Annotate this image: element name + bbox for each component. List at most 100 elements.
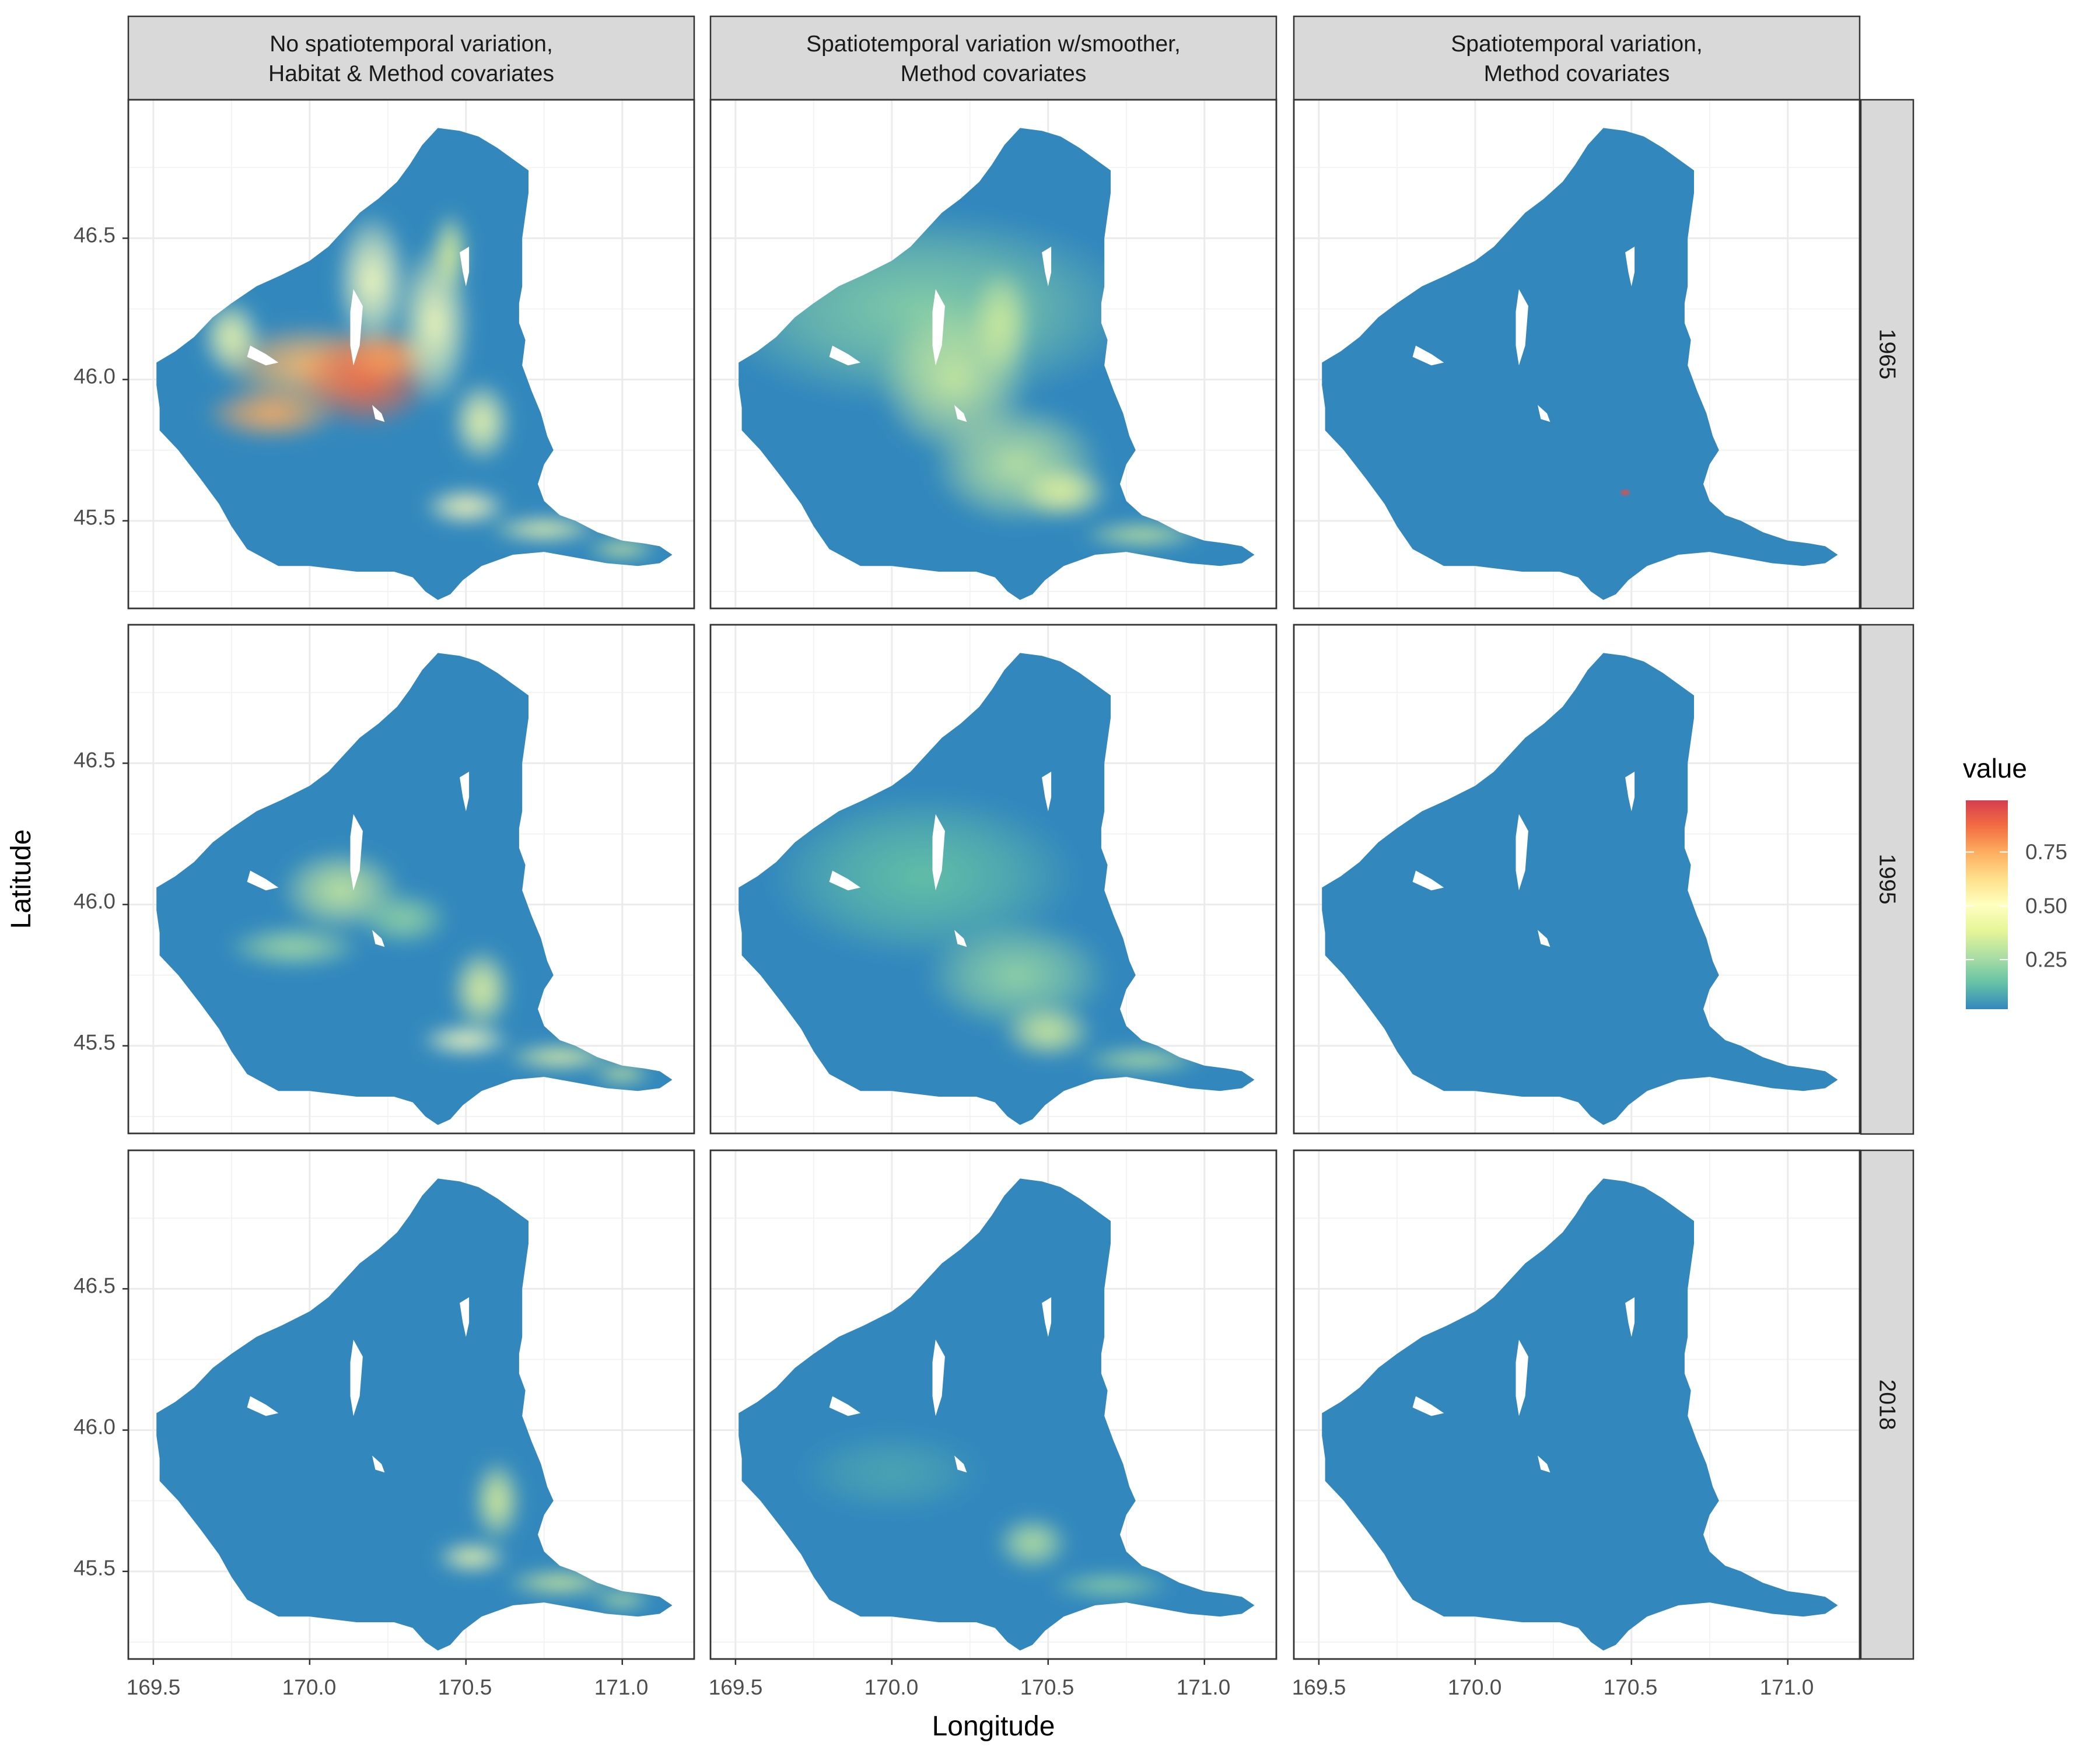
column-strip-1-line2: Habitat & Method covariates	[268, 61, 554, 86]
map-panels	[123, 99, 1861, 1665]
y-tick-label: 46.5	[74, 223, 116, 247]
column-strip-1: No spatiotemporal variation, Habitat & M…	[127, 15, 695, 101]
value-blob	[200, 298, 263, 377]
value-blob	[1017, 464, 1111, 521]
region-base	[1322, 653, 1838, 1125]
x-axis-title: Longitude	[932, 1711, 1055, 1742]
lake-gap	[954, 1455, 967, 1473]
panel-border	[709, 624, 1278, 1135]
x-tick-label: 170.5	[1604, 1675, 1658, 1699]
lake-gap	[1516, 814, 1528, 891]
panel-border	[1293, 99, 1861, 610]
x-tick-label: 169.5	[709, 1675, 763, 1699]
x-tick-label: 171.0	[594, 1675, 649, 1699]
y-axis-row-1: 45.5 46.0 46.5	[74, 223, 116, 530]
value-blob	[591, 1062, 654, 1086]
x-tick-label: 171.0	[1760, 1675, 1814, 1699]
y-tick-label: 45.5	[74, 1556, 116, 1580]
x-axis-col-3: 169.5 170.0 170.5 171.0	[1292, 1675, 1814, 1699]
value-blob	[450, 379, 513, 464]
row-strip-1-bg	[1860, 99, 1915, 610]
lake-gap	[1516, 289, 1528, 366]
value-blob	[995, 1514, 1070, 1572]
map-panel-1965-col1	[123, 99, 695, 610]
map-panel-2018-col3	[1293, 1149, 1861, 1665]
column-strip-1-bg	[127, 15, 695, 101]
lake-gap	[932, 814, 945, 891]
lake-gap	[1042, 771, 1052, 811]
legend-colorbar	[1966, 800, 2008, 1009]
panel-border	[1293, 624, 1861, 1135]
y-tick-label: 45.5	[74, 1031, 116, 1055]
lake-gap	[350, 814, 363, 891]
column-strip-2-bg	[709, 15, 1278, 101]
region-base	[156, 653, 673, 1125]
y-axis-title: Latitude	[6, 830, 37, 929]
value-blob	[450, 947, 513, 1032]
value-blob	[766, 791, 1080, 961]
map-panel-2018-col2	[709, 1149, 1278, 1665]
lake-gap	[350, 1339, 363, 1416]
panel-border	[709, 99, 1278, 610]
lake-gap	[829, 345, 861, 366]
panel-ticks	[1318, 1659, 1788, 1665]
lake-gap	[460, 246, 470, 286]
x-tick-label: 170.0	[282, 1675, 337, 1699]
legend-title: value	[1963, 753, 2027, 783]
lake-gap	[829, 1396, 861, 1416]
panel-border	[127, 1149, 695, 1660]
value-blob	[1048, 1571, 1174, 1600]
value-blob	[488, 515, 601, 544]
column-strip-2-line1: Spatiotemporal variation w/smoother,	[806, 32, 1181, 57]
lake-gap	[1042, 1297, 1052, 1337]
lake-gap	[372, 405, 385, 422]
value-blob	[334, 209, 410, 352]
lake-gap	[1625, 771, 1635, 811]
row-strip-2-bg	[1860, 624, 1915, 1135]
x-tick-label: 170.5	[1020, 1675, 1074, 1699]
panel-ticks	[123, 762, 128, 1047]
lake-gap	[372, 1455, 385, 1473]
region-base	[738, 1178, 1255, 1651]
y-tick-label: 45.5	[74, 506, 116, 530]
x-tick-label: 169.5	[1292, 1675, 1346, 1699]
column-strip-3-line2: Method covariates	[1484, 61, 1670, 86]
region-base	[156, 1178, 673, 1651]
row-strip-1: 1965	[1860, 99, 1915, 610]
map-panel-1995-col1	[123, 624, 695, 1135]
lake-gap	[247, 345, 279, 366]
panel-ticks	[734, 1659, 1205, 1665]
region-base	[1322, 1178, 1838, 1651]
value-blob	[472, 1458, 523, 1544]
x-tick-label: 170.0	[864, 1675, 919, 1699]
lake-gap	[350, 289, 363, 366]
x-tick-label: 170.0	[1448, 1675, 1502, 1699]
value-blob	[970, 266, 1032, 380]
legend: value 0.25 0.50 0.75	[1963, 753, 2067, 1009]
row-strip-2: 1995	[1860, 624, 1915, 1135]
lake-gap	[1516, 1339, 1528, 1416]
value-field	[225, 848, 654, 1086]
value-field	[1619, 488, 1632, 497]
map-panel-1995-col2	[709, 624, 1278, 1135]
row-strip-3: 2018	[1860, 1149, 1915, 1660]
value-field	[798, 1430, 1174, 1600]
panel-border	[127, 624, 695, 1135]
map-panel-1965-col2	[709, 99, 1278, 610]
panel-border	[127, 99, 695, 610]
lake-gap	[1625, 1297, 1635, 1337]
y-tick-label: 46.0	[74, 365, 116, 388]
lake-gap	[1538, 405, 1550, 422]
value-blob	[431, 209, 470, 295]
value-blob	[225, 924, 363, 970]
x-axis-col-2: 169.5 170.0 170.5 171.0	[709, 1675, 1231, 1699]
value-blob	[584, 537, 660, 561]
lake-gap	[1412, 1396, 1444, 1416]
y-tick-label: 46.5	[74, 1274, 116, 1298]
lake-gap	[1538, 930, 1550, 947]
lake-gap	[1625, 246, 1635, 286]
panel-border	[1293, 1149, 1861, 1660]
column-strip-3: Spatiotemporal variation, Method covaria…	[1293, 15, 1861, 101]
value-field	[435, 1458, 654, 1611]
lake-gap	[932, 1339, 945, 1416]
